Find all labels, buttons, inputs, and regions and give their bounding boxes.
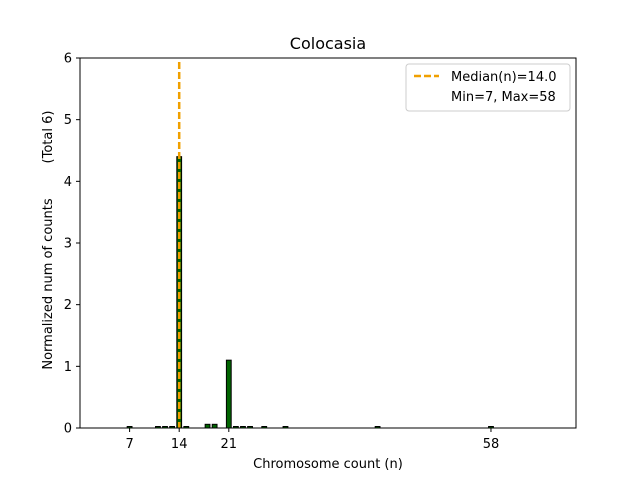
legend-entry-median: Median(n)=14.0 xyxy=(451,70,557,85)
x-tick-label-7: 7 xyxy=(125,437,133,452)
y-tick-label-2: 2 xyxy=(64,298,72,313)
y-axis-label: Normalized num of counts xyxy=(41,198,56,369)
x-axis-label: Chromosome count (n) xyxy=(253,457,403,472)
chart-title: Colocasia xyxy=(290,34,366,53)
y-tick-label-4: 4 xyxy=(64,175,72,190)
bar-19 xyxy=(211,423,218,429)
x-tick-label-21: 21 xyxy=(221,437,238,452)
x-tick-label-14: 14 xyxy=(171,437,188,452)
legend-box xyxy=(405,63,571,112)
y-tick-label-1: 1 xyxy=(64,360,72,375)
y-tick-label-3: 3 xyxy=(64,237,72,252)
bar-21 xyxy=(225,359,232,429)
legend: Median(n)=14.0 Min=7, Max=58 xyxy=(405,63,571,112)
y-tick-label-5: 5 xyxy=(64,113,72,128)
y-tick-label-0: 0 xyxy=(64,422,72,437)
x-tick-label-58: 58 xyxy=(483,437,500,452)
y-tick-label-6: 6 xyxy=(64,52,72,67)
y-axis-total-note: (Total 6) xyxy=(41,111,56,164)
axes-frame xyxy=(79,57,577,429)
bar-18 xyxy=(204,423,211,429)
legend-entry-minmax: Min=7, Max=58 xyxy=(451,90,556,105)
